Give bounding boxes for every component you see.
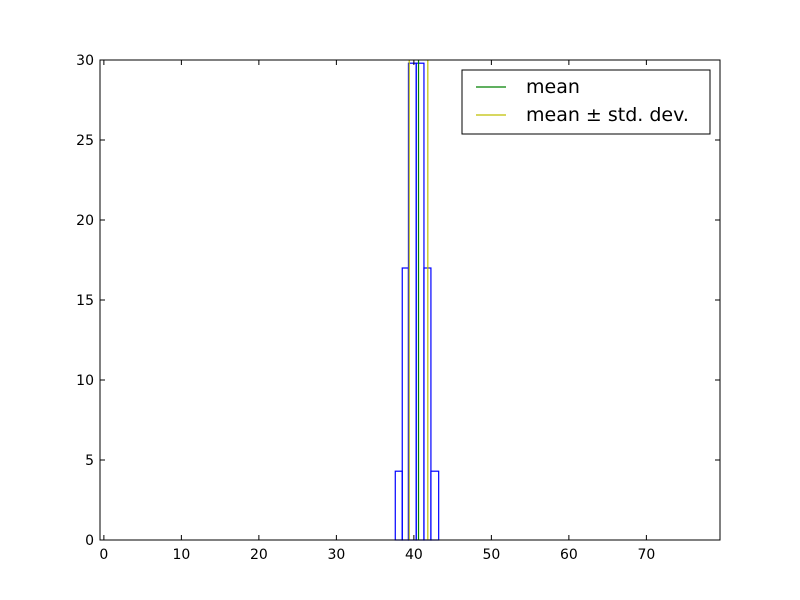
x-tick-label: 10 [172, 547, 190, 563]
x-tick-label: 70 [637, 547, 655, 563]
y-tick-label: 5 [85, 453, 94, 469]
legend: mean mean ± std. dev. [461, 69, 711, 135]
y-tick-label: 10 [76, 373, 94, 389]
y-tick-label: 20 [76, 213, 94, 229]
y-tick-label: 25 [76, 133, 94, 149]
axes-frame [99, 59, 721, 541]
y-tick-label: 15 [76, 293, 94, 309]
x-tick-label: 20 [250, 547, 268, 563]
plot-area [100, 60, 720, 540]
ticks-layer: 0 10 20 30 40 50 60 70 0 5 10 15 20 25 30 [76, 53, 720, 563]
legend-box [461, 69, 711, 135]
y-tick-label: 0 [85, 533, 94, 549]
x-tick-label: 30 [327, 547, 345, 563]
y-tick-label: 30 [76, 53, 94, 69]
legend-label-std: mean ± std. dev. [526, 104, 689, 126]
x-tick-label: 60 [560, 547, 578, 563]
vertical-lines-layer [408, 60, 429, 540]
legend-label-mean: mean [526, 76, 580, 98]
x-tick-label: 40 [405, 547, 423, 563]
axes-background [100, 60, 720, 540]
x-tick-label: 50 [482, 547, 500, 563]
x-tick-label: 0 [99, 547, 108, 563]
